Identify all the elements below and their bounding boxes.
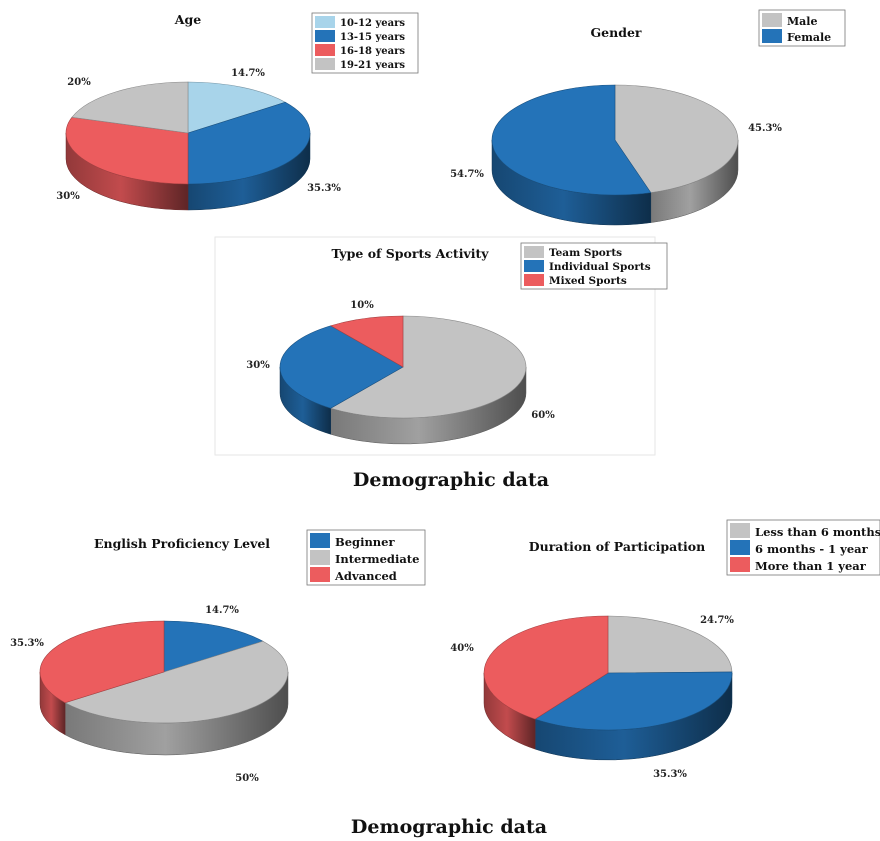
age-slice-10-12-years [187, 81, 287, 134]
type-of-sports-activity-legend-label-individual-sports: Individual Sports [549, 261, 651, 273]
gender-legend: Male Female [758, 9, 846, 47]
duration-of-participation-legend-swatch-more-than-1-year [730, 557, 750, 572]
english-proficiency-level-chart-title: English Proficiency Level [94, 536, 270, 551]
english-proficiency-level-data-label-intermediate: 50% [235, 773, 259, 784]
duration-of-participation-data-label-less-than-6-months: 24.7% [700, 615, 734, 626]
gender-slice-male [614, 84, 739, 193]
english-proficiency-level-data-label-advanced: 35.3% [10, 638, 44, 649]
age-legend-label-10-12-years: 10-12 years [340, 18, 405, 29]
age-legend-label-19-21-years: 19-21 years [340, 60, 405, 71]
english-proficiency-level-legend-swatch-intermediate [310, 550, 330, 565]
gender-legend-swatch-male [762, 13, 782, 27]
gender-slice-female [491, 84, 652, 196]
type-of-sports-activity-legend-swatch-individual-sports [524, 260, 544, 272]
english-proficiency-level-legend-swatch-advanced [310, 567, 330, 582]
age-legend-swatch-19-21-years [315, 58, 335, 70]
type-of-sports-activity-data-label-team-sports: 60% [531, 410, 555, 421]
duration-of-participation-legend-swatch-6-months-1-year [730, 540, 750, 555]
type-of-sports-activity-legend-swatch-mixed-sports [524, 274, 544, 286]
type-of-sports-activity-data-label-individual-sports: 30% [246, 360, 270, 371]
gender-data-label-female: 54.7% [450, 169, 484, 180]
age-slice-19-21-years [71, 81, 189, 134]
english-proficiency-level-legend-swatch-beginner [310, 533, 330, 548]
type-of-sports-activity-slice-individual-sports [279, 325, 404, 409]
duration-of-participation-data-label-6-months-1-year: 35.3% [653, 769, 687, 780]
age-data-label-19-21-years: 20% [67, 77, 91, 88]
duration-of-participation-chart-title: Duration of Participation [529, 539, 705, 554]
english-proficiency-level-slice-intermediate [64, 640, 289, 724]
age-legend-swatch-13-15-years [315, 30, 335, 42]
gender-pie-chart: Gender 45.3% 54.7% Male Female [450, 9, 846, 226]
age-pie-chart: Age 14.7% 35.3% 30% 20% 10-12 years 13-15 year… [56, 12, 419, 211]
age-slice-13-15-years [187, 101, 311, 185]
duration-of-participation-legend-label-more-than-1-year: More than 1 year [755, 559, 867, 573]
duration-of-participation-legend-label-6-months-1-year: 6 months - 1 year [755, 542, 869, 556]
english-proficiency-level-pie-chart: English Proficiency Level 14.7% 50% 35.3% Be… [10, 529, 426, 784]
age-data-label-16-18-years: 30% [56, 191, 80, 202]
gender-legend-label-female: Female [787, 31, 831, 44]
age-legend-label-16-18-years: 16-18 years [340, 46, 405, 57]
type-of-sports-activity-legend-label-mixed-sports: Mixed Sports [549, 275, 627, 287]
figure-caption-bottom: Demographic data [350, 816, 548, 838]
gender-data-label-male: 45.3% [748, 123, 782, 134]
duration-of-participation-slice-less-than-6-months [607, 615, 733, 674]
type-of-sports-activity-legend-box [520, 242, 668, 290]
gender-chart-title: Gender [591, 25, 642, 40]
age-legend-swatch-10-12-years [315, 16, 335, 28]
age-chart-title: Age [174, 12, 201, 27]
age-legend: 10-12 years 13-15 years 16-18 years 19-21 y… [311, 12, 419, 74]
type-of-sports-activity-data-label-mixed-sports: 10% [350, 300, 374, 311]
duration-of-participation-legend: Less than 6 months 6 months - 1 year More … [726, 519, 880, 576]
english-proficiency-level-data-label-beginner: 14.7% [205, 605, 239, 616]
english-proficiency-level-legend: Beginner Intermediate Advanced [306, 529, 426, 586]
type-of-sports-activity-legend: Team Sports Individual Sports Mixed Sports [520, 242, 668, 290]
type-of-sports-activity-slice-mixed-sports [329, 315, 404, 368]
duration-of-participation-slice-more-than-1-year [483, 615, 609, 720]
age-slice-16-18-years [65, 116, 189, 185]
age-legend-label-13-15-years: 13-15 years [340, 32, 405, 43]
gender-legend-swatch-female [762, 29, 782, 43]
english-proficiency-level-slice-beginner [163, 620, 264, 673]
duration-of-participation-legend-label-less-than-6-months: Less than 6 months [755, 525, 880, 539]
type-of-sports-activity-legend-swatch-team-sports [524, 246, 544, 258]
type-of-sports-activity-chart-title: Type of Sports Activity [331, 246, 489, 261]
duration-of-participation-legend-swatch-less-than-6-months [730, 523, 750, 538]
figure-caption-top: Demographic data [352, 469, 550, 491]
age-data-label-13-15-years: 35.3% [307, 183, 341, 194]
age-data-label-10-12-years: 14.7% [231, 68, 265, 79]
english-proficiency-level-legend-label-intermediate: Intermediate [335, 552, 419, 566]
type-of-sports-activity-slice-team-sports [329, 315, 527, 419]
age-legend-swatch-16-18-years [315, 44, 335, 56]
duration-of-participation-legend-box [726, 519, 880, 576]
type-of-sports-activity-legend-label-team-sports: Team Sports [549, 247, 622, 259]
english-proficiency-level-slice-advanced [39, 620, 165, 704]
duration-of-participation-pie-chart: Duration of Participation 24.7% 35.3% 40% Le… [450, 519, 880, 780]
duration-of-participation-slice-6-months-1-year [534, 671, 733, 731]
gender-legend-label-male: Male [787, 15, 817, 28]
english-proficiency-level-legend-label-beginner: Beginner [335, 535, 395, 549]
english-proficiency-level-legend-label-advanced: Advanced [334, 569, 397, 583]
duration-of-participation-data-label-more-than-1-year: 40% [450, 643, 474, 654]
type-of-sports-activity-pie-chart: Type of Sports Activity 60% 30% 10% Team Spo… [246, 242, 668, 445]
sports-chart-frame [214, 236, 656, 456]
